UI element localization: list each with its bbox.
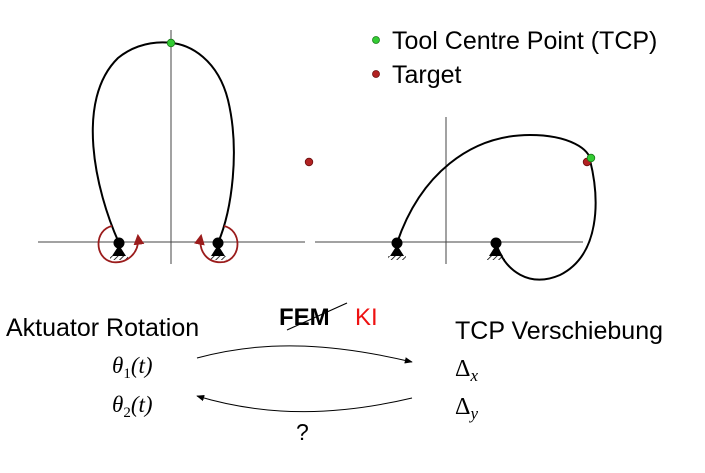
output-var-delta-x: Δx (455, 356, 478, 385)
mapping: Aktuator Rotation TCP Verschiebung θ1(t)… (6, 302, 663, 445)
forward-arrow (196, 345, 413, 364)
left-actuator-curve (91, 41, 235, 244)
input-var-theta1: θ1(t) (112, 353, 153, 382)
legend-target-label: Target (392, 61, 462, 89)
output-var-delta-y: Δy (455, 394, 478, 423)
left-joint-1 (110, 237, 128, 260)
legend-target-marker (372, 70, 380, 78)
output-title: TCP Verschiebung (455, 317, 663, 345)
inverse-arrow (196, 395, 413, 413)
rotation-arrow-1 (97, 225, 145, 264)
legend: Tool Centre Point (TCP) Target (372, 27, 657, 89)
right-joint-1 (388, 237, 406, 260)
strike-line (286, 302, 348, 331)
left-panel (38, 30, 305, 264)
forward-method-struck: FEM (279, 304, 330, 331)
input-var-theta2: θ2(t) (112, 392, 153, 421)
left-tcp-point (166, 38, 176, 48)
legend-tcp-marker (372, 36, 380, 44)
inverse-method: ? (296, 419, 309, 445)
right-panel (315, 117, 597, 281)
middle-target-point (304, 157, 314, 167)
rotation-arrow-2 (194, 225, 239, 264)
right-tcp-point (586, 153, 596, 163)
left-joint-2 (209, 237, 227, 260)
legend-tcp-label: Tool Centre Point (TCP) (392, 27, 657, 55)
forward-method: KI (355, 304, 378, 331)
input-title: Aktuator Rotation (6, 314, 199, 342)
right-joint-2 (487, 237, 505, 260)
